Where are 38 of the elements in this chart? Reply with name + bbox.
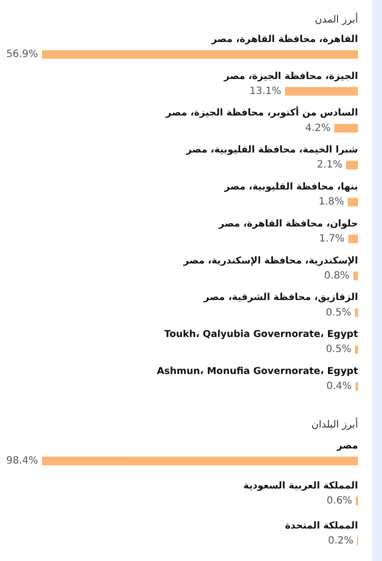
data-label: 0.5% — [326, 307, 352, 318]
category-label: المملكة العربية السعودية — [243, 480, 358, 492]
data-label: 13.1% — [249, 86, 282, 97]
bar — [346, 160, 358, 170]
bar — [353, 272, 358, 280]
bar — [355, 382, 358, 391]
category-label: Ashmun، Monufia Governorate، Egypt — [156, 366, 358, 378]
category-label: بنها، محافظة القليوبية، مصر — [224, 182, 358, 193]
data-label: 0.4% — [326, 381, 352, 392]
category-label: Toukh، Qalyubia Governorate، Egypt — [164, 329, 358, 340]
category-label: الجيزة، محافظة الجيزة، مصر — [224, 70, 358, 82]
data-label: 0.8% — [324, 270, 350, 282]
category-label: شبرا الخيمة، محافظة القليوبية، مصر — [186, 144, 358, 156]
data-label: 0.6% — [326, 496, 352, 507]
category-label: الزقازيق، محافظة الشرقية، مصر — [204, 292, 358, 304]
category-label: المملكة المتحدة — [284, 520, 358, 532]
category-label: السادس من أكتوبر، محافظة الجيزة، مصر — [166, 108, 358, 119]
category-label: حلوان، محافظة القاهرة، مصر — [218, 218, 358, 230]
data-label: 1.7% — [319, 234, 345, 245]
data-label: 56.9% — [6, 49, 38, 60]
bar — [42, 50, 358, 59]
category-label: الإسكندرية، محافظة الإسكندرية، مصر — [183, 255, 358, 266]
data-label: 1.8% — [318, 196, 344, 208]
data-label: 0.2% — [328, 536, 354, 547]
data-label: 4.2% — [305, 122, 331, 134]
category-label: مصر — [336, 440, 358, 452]
chart-title: أبرز المدن — [314, 12, 358, 26]
data-label: 98.4% — [6, 456, 38, 467]
bar — [284, 87, 358, 96]
bar — [354, 345, 358, 354]
data-label: 2.1% — [316, 160, 342, 171]
bar — [354, 308, 358, 318]
bar — [334, 124, 358, 133]
chart-title: أبرز البلدان — [311, 418, 358, 431]
bar — [348, 198, 358, 206]
data-label: 0.5% — [326, 344, 352, 356]
category-label: القاهرة، محافظة القاهرة، مصر — [212, 34, 358, 45]
bar — [348, 234, 358, 244]
